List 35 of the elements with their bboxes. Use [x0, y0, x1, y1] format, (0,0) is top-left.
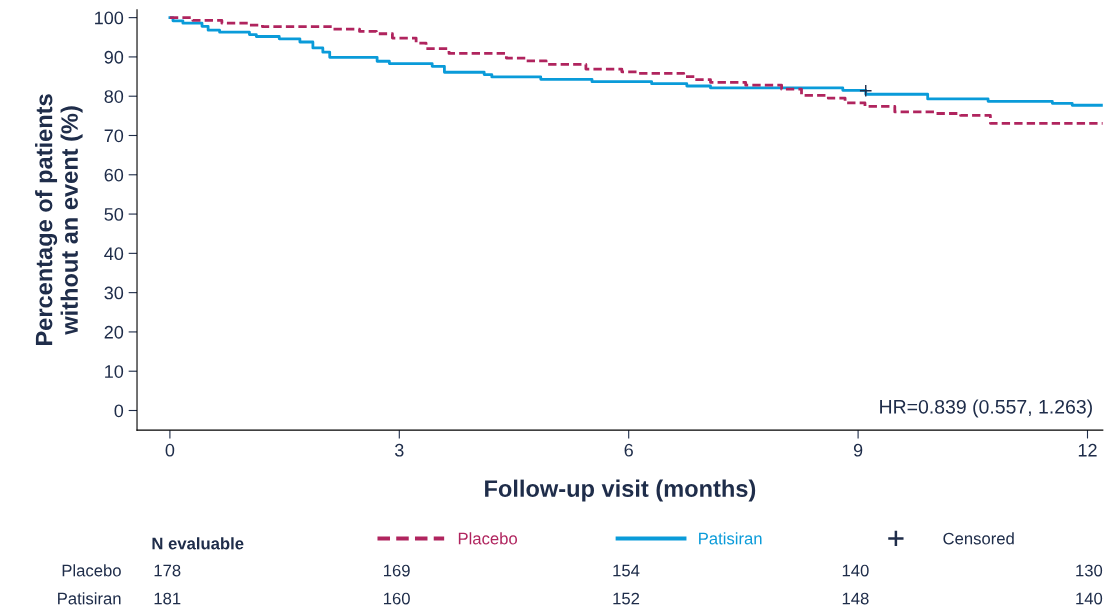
legend-label: Censored — [943, 532, 1014, 545]
x-tick-label: 12 — [1078, 443, 1097, 457]
text: 130 — [1076, 564, 1103, 577]
text: 152 — [613, 592, 640, 605]
x-tick-label: 3 — [394, 443, 404, 457]
text: 160 — [384, 592, 410, 605]
y-tick-label: 30 — [104, 286, 124, 300]
y-tick-label: 70 — [104, 129, 124, 143]
y-tick-label: 40 — [104, 247, 124, 261]
text: 140 — [842, 564, 869, 577]
text: 178 — [154, 564, 181, 577]
y-tick-label: 50 — [104, 208, 124, 221]
legend-label: Patisiran — [699, 532, 762, 545]
y-tick-label: 20 — [104, 325, 124, 339]
y-tick-label: 100 — [95, 11, 124, 25]
text: 154 — [613, 564, 640, 577]
legend-label: Placebo — [458, 532, 518, 545]
x-tick-label: 0 — [165, 443, 175, 457]
y-tick-label: 0 — [114, 404, 124, 418]
y-tick-label: 10 — [105, 365, 124, 378]
text: 181 — [154, 592, 181, 605]
text: 148 — [842, 592, 869, 605]
x-tick-label: 6 — [624, 443, 633, 457]
y-tick-label: 60 — [104, 168, 124, 182]
text: Patisiran — [58, 592, 121, 605]
annotation: HR=0.839 (0.557, 1.263) — [880, 399, 1092, 418]
y-axis-title: Percentage of patients without an event (%) — [35, 94, 83, 345]
y-tick-label: 80 — [104, 90, 124, 103]
text: 140 — [1076, 592, 1103, 605]
y-tick-label: 90 — [104, 50, 124, 64]
text: Placebo — [62, 564, 121, 577]
x-tick-label: 9 — [853, 443, 863, 457]
text: 169 — [384, 564, 410, 577]
text: N evaluable — [152, 537, 244, 550]
x-axis-title: Follow-up visit (months) — [485, 479, 756, 502]
